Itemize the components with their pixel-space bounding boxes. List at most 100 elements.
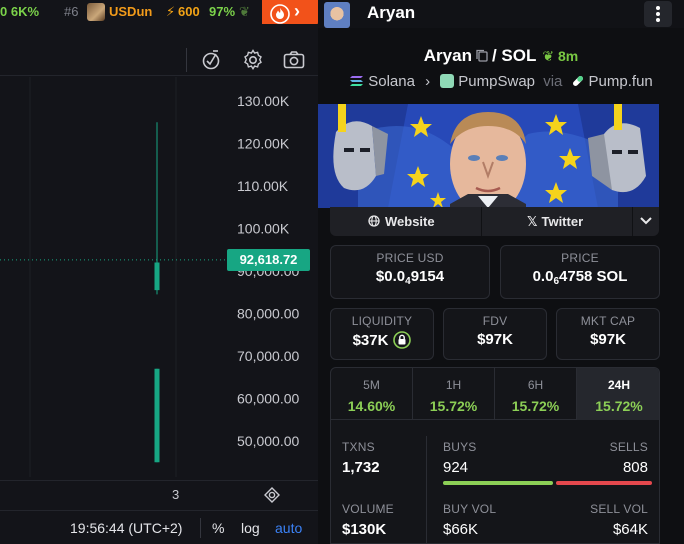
y-tick-label: 70,000.00 — [237, 348, 299, 364]
panel-header: Aryan — [318, 0, 684, 28]
ticker-item-symbol[interactable]: USDun — [109, 4, 153, 19]
chart-status-bar: 19:56:44 (UTC+2) % log auto — [0, 510, 318, 544]
x-tick-label: 3 — [172, 487, 180, 502]
launchpad-link[interactable]: Pump.fun — [588, 73, 653, 90]
price-usd-label: PRICE USD — [376, 251, 444, 265]
indicator-icon[interactable] — [199, 48, 223, 72]
current-price-label: 92,618.72 — [227, 248, 310, 271]
tab-change: 15.72% — [595, 398, 643, 414]
via-label: via — [543, 73, 563, 90]
stats-panel: 5M 14.60% 1H 15.72% 6H 15.72% 24H 15.72%… — [330, 367, 660, 544]
tab-label: 1H — [445, 378, 462, 392]
copy-icon[interactable] — [476, 49, 488, 62]
dex-link[interactable]: PumpSwap — [458, 73, 536, 90]
twitter-button[interactable]: 𝕏 Twitter — [527, 214, 583, 230]
y-tick-label: 100.00K — [237, 221, 290, 237]
auto-scale-toggle[interactable]: auto — [275, 520, 303, 536]
log-scale-toggle[interactable]: log — [241, 520, 260, 536]
ticker-item-rank[interactable]: #6 — [64, 4, 79, 19]
fdv-value: $97K — [477, 331, 513, 348]
price-usd-value: $0.049154 — [375, 268, 445, 287]
market-cap-card: MKT CAP $97K — [556, 308, 660, 360]
buys-label: BUYS — [443, 440, 477, 454]
tab-label: 24H — [607, 378, 630, 392]
banner-artwork — [318, 104, 659, 208]
chain-row: Solana › PumpSwap via Pump.fun — [318, 73, 684, 90]
pair-base: Aryan — [423, 46, 472, 65]
twitter-label: Twitter — [541, 214, 584, 229]
sell-volume-value: $64K — [612, 521, 648, 538]
chain-link[interactable]: Solana — [368, 73, 415, 90]
sprout-icon: ❦ — [239, 4, 250, 19]
chevron-right-icon: › — [294, 1, 300, 21]
tab-change: 15.72% — [511, 398, 560, 414]
clock-time[interactable]: 19:56:44 (UTC+2) — [70, 520, 183, 536]
website-button[interactable]: Website — [368, 214, 435, 229]
liquidity-value: $37K — [331, 331, 433, 349]
ticker-item-change[interactable]: 0 6K% — [0, 4, 40, 19]
tab-24h[interactable]: 24H 15.72% — [577, 368, 659, 420]
pair-slash: / — [491, 46, 502, 65]
buy-volume-label: BUY VOL — [443, 502, 497, 516]
tab-1h[interactable]: 1H 15.72% — [413, 368, 495, 420]
more-options-button[interactable] — [644, 1, 672, 27]
price-sol-value: 0.064758 SOL — [532, 268, 628, 287]
price-chart[interactable]: 130.00K 120.00K 110.00K 100.00K 90,000.00 80,… — [0, 77, 318, 477]
ticker-item-boost[interactable]: 600 — [178, 4, 200, 19]
solana-icon — [350, 76, 364, 86]
pumpswap-icon — [440, 74, 455, 88]
price-sol-label: PRICE — [561, 251, 599, 265]
coin-thumbnail[interactable] — [87, 3, 105, 21]
sells-value: 808 — [622, 459, 648, 476]
chart-panel[interactable]: 130.00K 120.00K 110.00K 100.00K 90,000.00 80,… — [0, 24, 318, 544]
y-tick-label: 80,000.00 — [237, 306, 299, 322]
token-info-panel: Aryan Aryan / SOL ❦ 8m Solana › PumpSwap v… — [318, 0, 684, 544]
chart-svg: 130.00K120.00K110.00K100.00K90,000.0080,… — [0, 77, 299, 477]
buys-ratio-bar — [443, 481, 553, 485]
y-tick-label: 50,000.00 — [237, 433, 299, 449]
chevron-down-icon[interactable] — [639, 213, 653, 227]
ticker-item2-change[interactable]: 97% — [209, 4, 236, 19]
price-sol-card: PRICE 0.064758 SOL — [500, 245, 660, 299]
sell-volume-label: SELL VOL — [590, 502, 648, 516]
buys-value: 924 — [443, 459, 469, 476]
fire-icon — [270, 4, 290, 24]
token-banner — [318, 104, 659, 208]
y-tick-label: 60,000.00 — [237, 391, 299, 407]
tab-change: 14.60% — [347, 398, 396, 414]
timeframe-tabs: 5M 14.60% 1H 15.72% 6H 15.72% 24H 15.72% — [331, 368, 659, 420]
pill-icon — [572, 76, 583, 86]
camera-icon[interactable] — [282, 48, 306, 72]
sprout-icon: ❦ — [542, 48, 555, 64]
fdv-label: FDV — [482, 314, 508, 328]
website-label: Website — [385, 214, 435, 229]
pair-title: Aryan / SOL ❦ 8m — [318, 46, 684, 66]
globe-icon — [368, 215, 380, 227]
pair-quote: SOL — [501, 46, 537, 65]
percent-scale-toggle[interactable]: % — [212, 520, 225, 536]
tab-6h[interactable]: 6H 15.72% — [495, 368, 577, 420]
volume-label: VOLUME — [342, 502, 394, 516]
tab-change: 15.72% — [429, 398, 478, 414]
chart-toolbar — [0, 38, 318, 76]
tab-label: 6H — [527, 378, 544, 392]
gear-icon[interactable] — [241, 48, 265, 72]
social-links-bar: Website 𝕏 Twitter — [330, 207, 659, 236]
y-tick-label: 120.00K — [237, 136, 290, 152]
axis-settings-icon[interactable] — [262, 485, 282, 505]
txns-label: TXNS — [342, 440, 375, 454]
avatar[interactable] — [324, 2, 350, 28]
pair-age: ❦ 8m — [542, 48, 579, 64]
volume-value: $130K — [342, 521, 387, 538]
tab-5m[interactable]: 5M 14.60% — [331, 368, 413, 420]
sells-ratio-bar — [556, 481, 652, 485]
candle-body[interactable] — [154, 368, 160, 463]
trending-button[interactable]: › — [262, 0, 318, 28]
liquidity-card: LIQUIDITY $37K — [330, 308, 434, 360]
tab-label: 5M — [363, 378, 380, 392]
lock-icon[interactable] — [393, 331, 412, 349]
y-tick-label: 130.00K — [237, 93, 290, 109]
buy-volume-value: $66K — [443, 521, 479, 538]
txns-value: 1,732 — [342, 459, 380, 476]
candle-body[interactable] — [154, 262, 160, 291]
